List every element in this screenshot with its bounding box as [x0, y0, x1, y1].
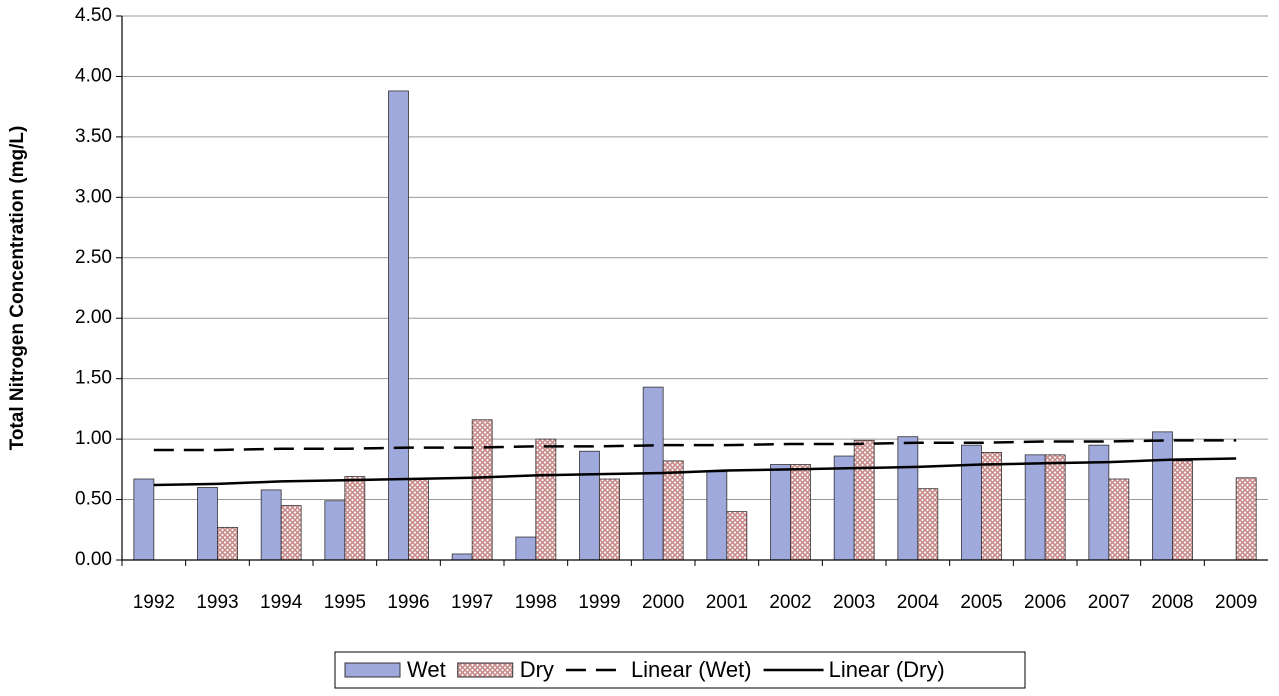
bar — [515, 536, 537, 561]
bar — [133, 478, 155, 561]
legend-label: Wet — [407, 657, 446, 682]
x-tick-label: 2006 — [1024, 592, 1066, 613]
bar — [535, 438, 557, 561]
y-tick-label: 0.50 — [75, 489, 112, 510]
x-tick-label: 2009 — [1215, 592, 1257, 613]
y-tick-label: 3.00 — [75, 186, 112, 207]
bar — [897, 436, 919, 561]
bar — [917, 488, 939, 561]
y-tick-label: 2.00 — [75, 307, 112, 328]
y-axis-title: Total Nitrogen Concentration (mg/L) — [7, 126, 28, 451]
bar — [344, 476, 366, 561]
x-tick-label: 1995 — [324, 592, 366, 613]
bar — [471, 419, 493, 561]
bar — [408, 478, 429, 561]
y-tick-label: 4.00 — [75, 65, 112, 86]
x-tick-label: 1994 — [260, 592, 303, 613]
bar — [1172, 460, 1193, 561]
x-tick-label: 2001 — [706, 592, 748, 613]
x-tick-label: 2004 — [897, 592, 940, 613]
y-tick-label: 1.00 — [75, 428, 112, 449]
trend-line — [153, 457, 1237, 487]
legend-label: Linear (Dry) — [829, 657, 945, 682]
x-tick-label: 1998 — [515, 592, 557, 613]
bar — [451, 553, 473, 561]
bar — [770, 464, 791, 561]
x-tick-label: 2000 — [642, 592, 684, 613]
x-tick-label: 1999 — [578, 592, 620, 613]
legend-label: Dry — [520, 657, 554, 682]
x-tick-label: 2002 — [769, 592, 811, 613]
bar — [1108, 478, 1130, 561]
y-tick-label: 3.50 — [75, 126, 112, 147]
bar — [1235, 477, 1257, 561]
x-tick-label: 2007 — [1088, 592, 1130, 613]
bar — [833, 455, 855, 561]
x-tick-label: 1997 — [451, 592, 493, 613]
y-tick-label: 0.00 — [75, 549, 112, 570]
y-tick-label: 2.50 — [75, 247, 112, 268]
legend: Wet Dry Linear (Wet) Linear (Dry) — [334, 651, 1026, 689]
bar — [599, 478, 620, 561]
legend-box — [334, 651, 1026, 689]
bar — [197, 487, 218, 561]
bar — [1024, 454, 1046, 561]
x-tick-label: 1996 — [387, 592, 429, 613]
x-tick-label: 2005 — [960, 592, 1002, 613]
y-tick-label: 4.50 — [75, 5, 112, 26]
bar — [388, 90, 409, 561]
x-tick-label: 1992 — [133, 592, 175, 613]
bar — [853, 439, 875, 561]
bar — [662, 460, 684, 561]
bar — [217, 526, 238, 561]
x-tick-label: 2003 — [833, 592, 875, 613]
legend-label: Linear (Wet) — [631, 657, 752, 682]
bar — [324, 500, 346, 561]
trend-line — [153, 439, 1237, 452]
bar — [726, 511, 748, 561]
legend-swatch — [344, 662, 401, 678]
bar — [579, 450, 600, 561]
bar — [981, 452, 1002, 561]
bar — [260, 489, 282, 561]
legend-swatch — [457, 662, 514, 678]
bar — [1044, 454, 1066, 561]
x-tick-label: 2008 — [1151, 592, 1193, 613]
bar — [1152, 431, 1173, 561]
bar — [706, 471, 728, 561]
bar — [961, 444, 982, 561]
y-tick-label: 1.50 — [75, 368, 112, 389]
bar — [280, 505, 302, 561]
bar — [790, 464, 811, 561]
x-tick-label: 1993 — [196, 592, 238, 613]
